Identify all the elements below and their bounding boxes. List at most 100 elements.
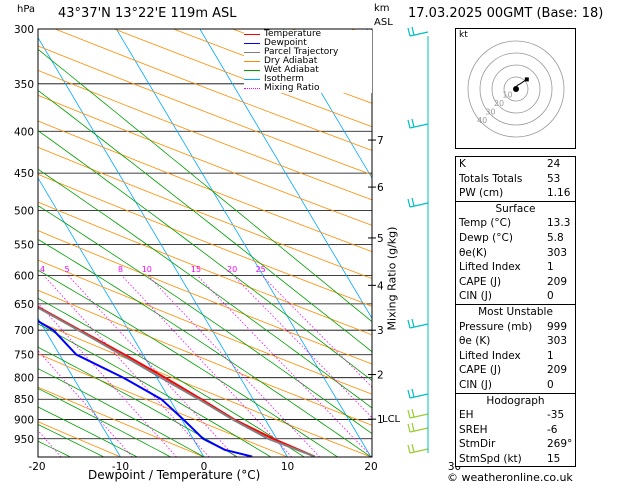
index-value: 53 — [547, 172, 561, 185]
dry-adiabat-line — [38, 259, 372, 395]
mixing-ratio-label: 4 — [40, 265, 45, 274]
wind-barb — [409, 413, 429, 419]
index-key: CIN (J) — [459, 378, 492, 391]
dry-adiabat-line — [38, 353, 288, 457]
mixing-ratio-label: 15 — [191, 265, 201, 274]
legend-label: Mixing Ratio — [264, 83, 320, 93]
wind-barb — [409, 202, 429, 208]
index-row: Temp (°C) 13.3 — [456, 216, 575, 231]
km-tick-label: 6 — [377, 182, 384, 194]
wind-barb — [409, 323, 429, 329]
index-key: Temp (°C) — [459, 217, 512, 230]
temperature-curve — [38, 305, 316, 457]
mixing-ratio-line — [38, 302, 177, 457]
hodograph-point — [524, 77, 529, 82]
mixing-ratio-line — [67, 275, 236, 457]
wind-barb-flag — [407, 319, 411, 329]
index-row: Pressure (mb) 999 — [456, 320, 575, 335]
wet-adiabat-line — [38, 368, 205, 457]
dry-adiabat-line — [38, 201, 372, 336]
index-value: 13.3 — [547, 217, 571, 230]
copyright: © weatheronline.co.uk — [447, 471, 573, 484]
mixing-ratio-label: 20 — [227, 265, 237, 274]
legend-item: Dewpoint — [244, 39, 372, 48]
hpa-label: hPa — [17, 4, 36, 15]
index-key: Lifted Index — [459, 349, 521, 362]
index-row: θe (K) 303 — [456, 334, 575, 349]
indices-top-section: K 24 Totals Totals 53 PW (cm) 1.16 — [456, 157, 575, 201]
index-key: StmDir — [459, 438, 496, 451]
index-value: 1 — [547, 349, 554, 362]
pressure-tick-label: 850 — [14, 394, 34, 406]
legend-swatch — [244, 52, 260, 53]
legend-swatch — [244, 61, 260, 62]
index-key: Dewp (°C) — [459, 231, 513, 244]
hodograph-section-title: Hodograph — [456, 392, 575, 409]
pressure-tick-label: 450 — [14, 168, 34, 180]
km-tick-label: 2 — [377, 370, 384, 382]
legend-item: Parcel Trajectory — [244, 48, 372, 57]
index-row: EH -35 — [456, 408, 575, 423]
mixing-ratio-axis-label: Mixing Ratio (g/kg) — [385, 226, 399, 331]
mixing-ratio-label: 8 — [118, 265, 123, 274]
dry-adiabat-line — [38, 386, 205, 457]
pressure-tick-label: 500 — [14, 206, 34, 218]
wind-barb-flag — [407, 27, 411, 37]
pressure-tick-label: 800 — [14, 373, 34, 385]
legend-item: Mixing Ratio — [244, 84, 372, 93]
dry-adiabat-line — [38, 289, 372, 426]
index-key: CAPE (J) — [459, 275, 502, 288]
wet-adiabat-line — [38, 323, 272, 457]
hodograph-ring-label: 30 — [485, 108, 495, 117]
index-key: θe(K) — [459, 246, 487, 259]
pressure-tick-label: 750 — [14, 350, 34, 362]
hodograph-storm-marker — [513, 86, 519, 92]
hodograph-ring-label: 20 — [494, 99, 504, 108]
index-row: PW (cm) 1.16 — [456, 186, 575, 201]
pressure-tick-label: 700 — [14, 325, 34, 337]
mixing-ratio-line — [121, 275, 293, 457]
km-label: km — [374, 3, 390, 14]
legend-item: Temperature — [244, 30, 372, 39]
location-title: 43°37'N 13°22'E 119m ASL — [58, 6, 237, 21]
index-value: 1.16 — [547, 187, 571, 200]
index-key: SREH — [459, 423, 488, 436]
x-axis-label: Dewpoint / Temperature (°C) — [88, 468, 261, 482]
wind-barb-flag — [411, 408, 415, 418]
index-key: CAPE (J) — [459, 364, 502, 377]
hodograph-ring — [479, 52, 553, 126]
wind-barb-flag — [407, 119, 411, 129]
index-row: CIN (J) 0 — [456, 378, 575, 393]
legend-label: Isotherm — [264, 74, 304, 84]
dry-adiabat-line — [38, 69, 372, 201]
legend-label: Temperature — [264, 29, 322, 39]
pressure-tick-label: 550 — [14, 239, 34, 251]
surface-section: Temp (°C) 13.3 Dewp (°C) 5.8 θe(K) 303 Lifted … — [456, 216, 575, 304]
wind-barb — [409, 31, 429, 37]
dry-adiabat-line — [38, 230, 372, 365]
wind-barb-flag — [407, 198, 411, 208]
legend-swatch — [244, 88, 260, 89]
km-tick-label: 4 — [377, 280, 384, 292]
wet-adiabat-line — [38, 205, 372, 435]
mixing-ratio-line — [196, 275, 372, 457]
wind-barb-flag — [411, 197, 415, 207]
wet-adiabat-line — [38, 168, 372, 409]
legend-swatch — [244, 43, 260, 44]
temperature-tick-label: 10 — [281, 461, 294, 473]
legend-swatch — [244, 79, 260, 80]
index-value: 15 — [547, 452, 561, 465]
index-value: 209 — [547, 364, 568, 377]
index-value: -35 — [547, 409, 565, 422]
index-key: PW (cm) — [459, 187, 504, 200]
hodograph-ring — [491, 64, 541, 114]
hodograph-panel: kt 10 20 30 40 — [455, 28, 576, 149]
index-row: CIN (J) 0 — [456, 289, 575, 304]
pressure-tick-label: 650 — [14, 299, 34, 311]
wind-barbs — [407, 26, 429, 454]
dry-adiabat-line — [38, 321, 372, 457]
wind-barb-flag — [411, 118, 415, 128]
pressure-tick-label: 600 — [14, 270, 34, 282]
index-row: Totals Totals 53 — [456, 172, 575, 187]
